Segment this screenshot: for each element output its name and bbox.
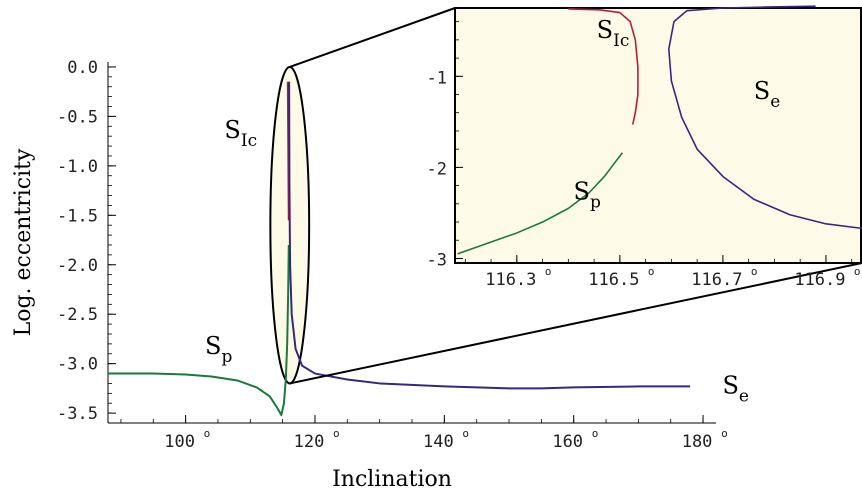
inset-x-tick-label: 116.7 — [691, 270, 742, 290]
main-curve-label: Sp — [205, 332, 232, 367]
main-y-tick-label: 0.0 — [67, 58, 98, 78]
inset-frame — [454, 7, 862, 264]
main-y-tick-label: -3.0 — [57, 355, 98, 375]
inset-curve-label-sub: Ic — [613, 31, 629, 51]
main-series-Sp — [108, 244, 290, 417]
main-x-tick-degree: o — [204, 427, 211, 440]
main-curve-label: Se — [722, 371, 749, 406]
zoom-line-bottom — [289, 262, 862, 385]
main-curve-label-sub: p — [221, 347, 232, 367]
y-axis-label: Log. eccentricity — [11, 148, 36, 336]
main-x-tick-label: 180 — [682, 432, 713, 452]
inset-curve-label-sub: e — [770, 92, 780, 112]
inset-x-tick-degree: o — [545, 265, 552, 278]
main-y-tick-label: -3.5 — [57, 404, 98, 424]
inset-x-tick-degree: o — [854, 265, 861, 278]
main-curve-label-sub: e — [739, 386, 749, 406]
inset-x-tick-label: 116.3 — [485, 270, 536, 290]
main-curve-label-sub: Ic — [241, 131, 257, 151]
main-y-tick-label: -0.5 — [57, 107, 98, 127]
inset-y-tick-label: -2 — [427, 159, 447, 179]
main-x-tick-degree: o — [721, 427, 728, 440]
main-series-Se — [288, 81, 691, 390]
inset-y-tick-label: -1 — [427, 68, 447, 88]
main-x-tick-degree: o — [592, 427, 599, 440]
zoom-line-top — [289, 7, 456, 68]
x-axis-label: Inclination — [332, 467, 452, 492]
zoom-connector-lines — [289, 7, 862, 385]
inset-series-Se — [668, 5, 862, 230]
main-x-tick-label: 100 — [164, 432, 195, 452]
main-y-tick-label: -2.5 — [57, 305, 98, 325]
inset-y-tick-label: -3 — [427, 250, 447, 270]
inset-curve-label-sub: p — [590, 192, 601, 212]
main-y-tick-label: -1.5 — [57, 206, 98, 226]
main-x-tick-label: 140 — [423, 432, 454, 452]
inset-x-tick-label: 116.9 — [794, 270, 845, 290]
inset-x-tick-degree: o — [648, 265, 655, 278]
inset-x-tick-degree: o — [751, 265, 758, 278]
inset-x-tick-label: 116.5 — [588, 270, 639, 290]
main-x-tick-label: 120 — [294, 432, 325, 452]
main-y-tick-label: -1.0 — [57, 157, 98, 177]
main-x-tick-degree: o — [333, 427, 340, 440]
inset-series-SIc — [568, 8, 639, 125]
main-curve-label: SIc — [224, 116, 257, 151]
main-x-tick-degree: o — [462, 427, 469, 440]
inset-series-Sp — [457, 152, 624, 255]
main-x-tick-label: 160 — [552, 432, 583, 452]
main-y-tick-label: -2.0 — [57, 256, 98, 276]
